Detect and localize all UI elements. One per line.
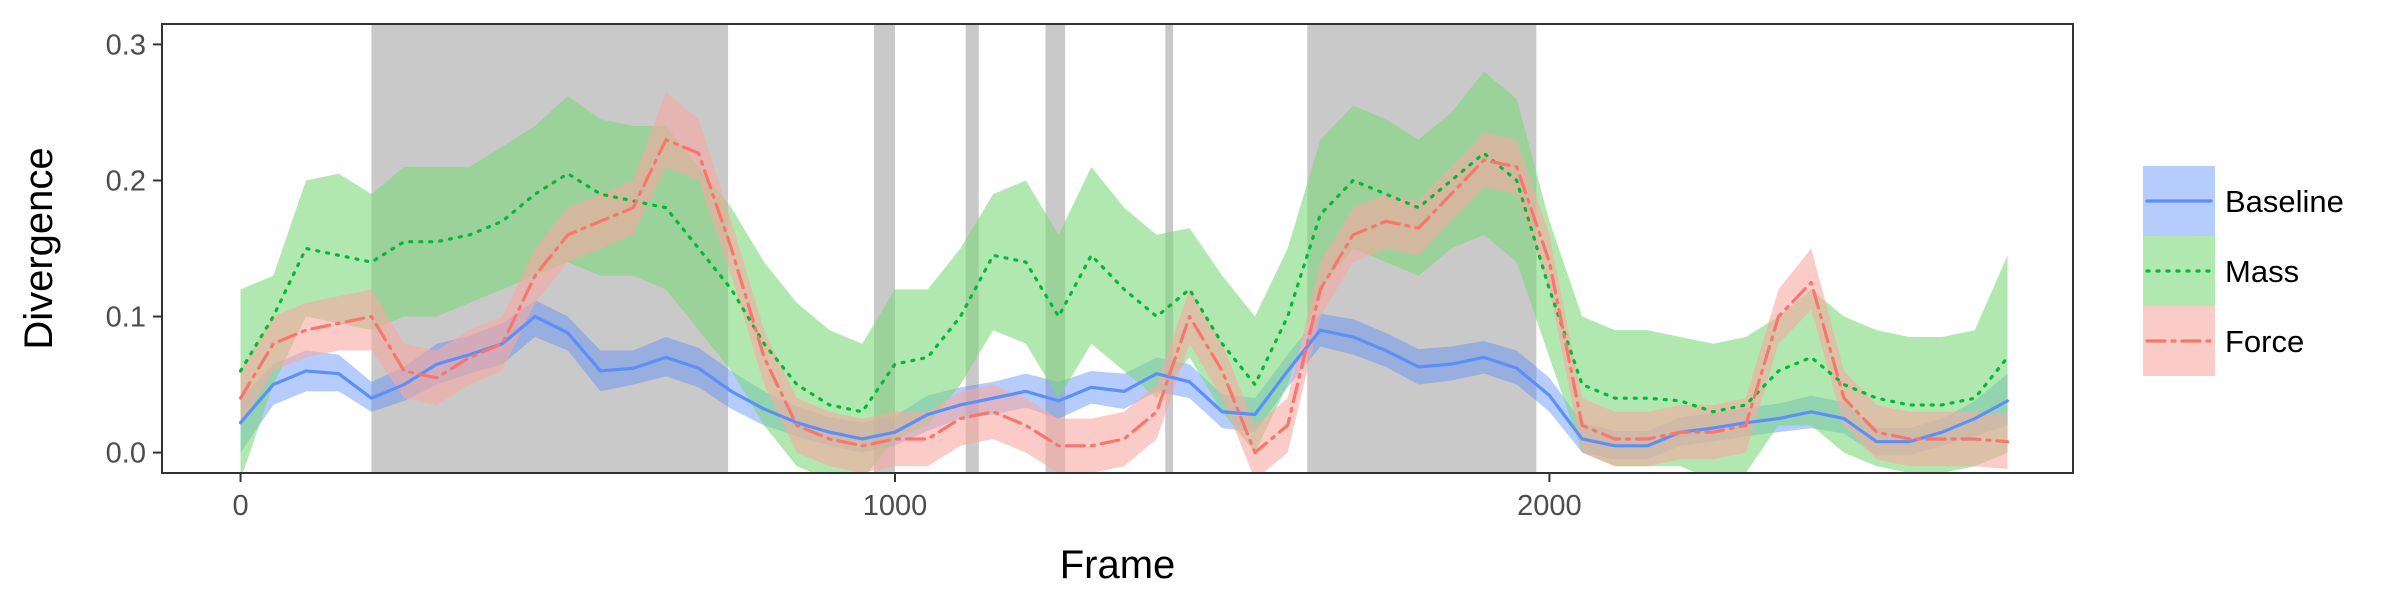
y-tick-label: 0.0 (106, 438, 146, 470)
line-force (238, 138, 2010, 455)
legend-label: Force (2225, 324, 2304, 359)
series-lines (238, 138, 2010, 455)
legend: Baseline Mass Force (2143, 166, 2344, 376)
y-tick-label: 0.1 (106, 302, 146, 334)
x-axis-title: Frame (1060, 543, 1176, 587)
line-mass (238, 151, 2010, 414)
y-axis-title: Divergence (17, 147, 61, 349)
x-tick-label: 1000 (863, 490, 928, 522)
y-tick-label: 0.2 (106, 165, 146, 197)
legend-item-mass: Mass (2143, 236, 2299, 306)
axes: 0 1000 2000 0.0 0.1 0.2 0.3 (106, 29, 1582, 522)
line-baseline (238, 314, 2010, 448)
plot-panel-border (161, 23, 2074, 474)
legend-item-force: Force (2143, 306, 2304, 376)
y-tick-label: 0.3 (106, 29, 146, 61)
x-tick-label: 0 (232, 490, 248, 522)
legend-item-baseline: Baseline (2143, 166, 2344, 236)
x-tick-label: 2000 (1517, 490, 1582, 522)
legend-label: Baseline (2225, 184, 2344, 219)
legend-label: Mass (2225, 254, 2299, 289)
